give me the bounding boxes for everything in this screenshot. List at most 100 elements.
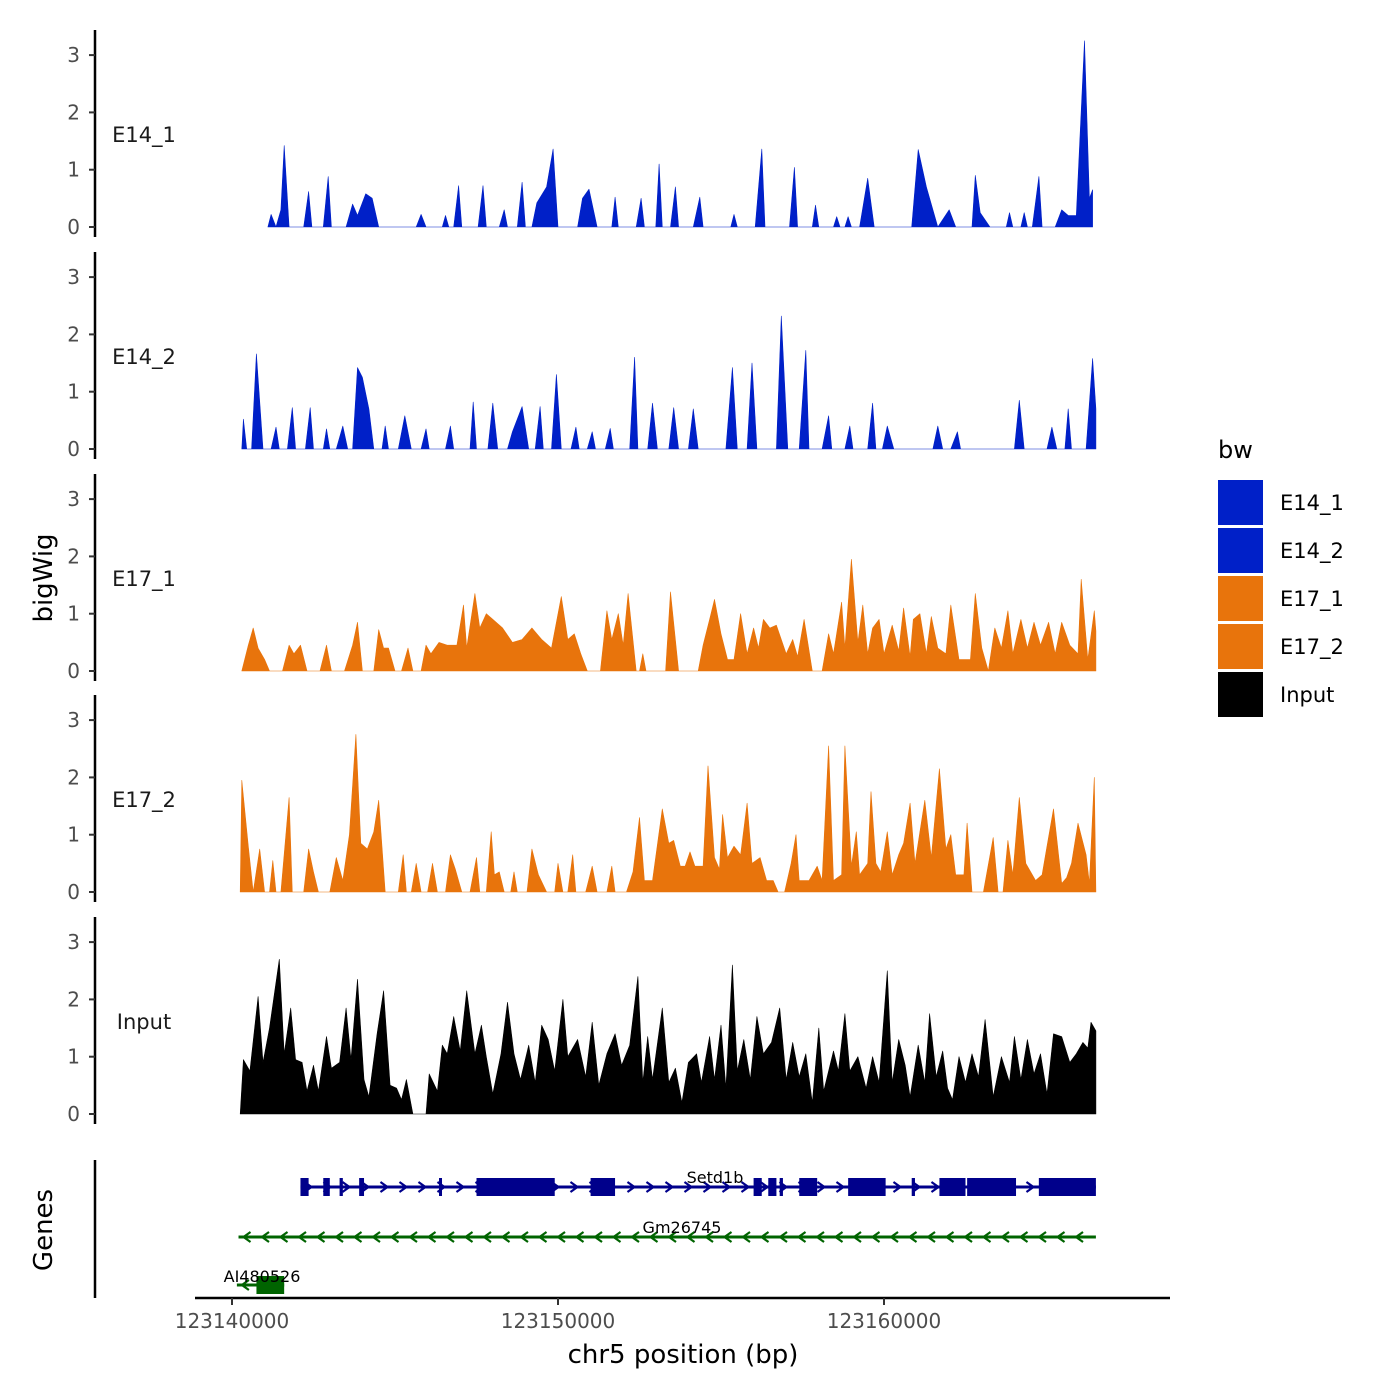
- strand-arrow: [371, 1231, 381, 1243]
- strand-arrow: [278, 1231, 289, 1243]
- signal-area-input: [239, 959, 1097, 1115]
- strand-arrow: [667, 1231, 677, 1243]
- strand-arrow: [1074, 1231, 1084, 1243]
- strand-arrow: [297, 1231, 307, 1243]
- strand-arrow: [389, 1231, 400, 1243]
- strand-arrow: [648, 1231, 659, 1243]
- strand-arrow: [981, 1231, 992, 1243]
- strand-arrow: [455, 1181, 466, 1193]
- strand-arrow: [889, 1231, 899, 1243]
- track-label-e14-2: E14_2: [112, 345, 176, 370]
- y-tick-label: 3: [67, 708, 80, 732]
- legend-label-e17-2: E17_2: [1280, 635, 1344, 660]
- strand-arrow: [630, 1231, 640, 1243]
- exon-block: [848, 1178, 886, 1196]
- strand-arrow: [239, 1279, 250, 1291]
- y-tick-label: 1: [67, 1045, 80, 1069]
- signal-area-e14-2: [241, 315, 1097, 450]
- exon-block: [939, 1178, 966, 1196]
- gene-setd1b: Setd1b: [300, 1168, 1096, 1196]
- y-tick-label: 1: [67, 158, 80, 182]
- strand-arrow: [722, 1231, 733, 1243]
- strand-arrow: [334, 1231, 344, 1243]
- legend-label-input: Input: [1280, 683, 1334, 707]
- legend-key-e17-2: [1218, 624, 1263, 669]
- genes-panel: Setd1b Gm26745 AI480526: [93, 1160, 1096, 1298]
- exon-block: [439, 1178, 443, 1196]
- signal-area-e17-1: [241, 559, 1097, 672]
- y-tick-label: 3: [67, 930, 80, 954]
- y-tick-label: 2: [67, 544, 80, 568]
- strand-arrow: [593, 1231, 603, 1243]
- panel-e17-1: 0 1 2 3 E17_1: [67, 474, 1097, 683]
- signal-panels: 0 1 2 3 E14_1 0 1 2 3 E14_2 0 1 2 3 E17_1 0 1 2 3 E17_2 0 1 2 3…: [67, 30, 1097, 1126]
- x-tick-label: 123160000: [827, 1309, 942, 1333]
- gene-label-gm26745: Gm26745: [643, 1218, 722, 1237]
- strand-arrow: [1055, 1231, 1066, 1243]
- strand-arrow: [778, 1231, 788, 1243]
- strand-arrow: [816, 1181, 827, 1193]
- strand-arrow: [341, 1181, 352, 1193]
- exon-block: [753, 1178, 762, 1196]
- exon-block: [590, 1178, 616, 1196]
- legend-key-e17-1: [1218, 576, 1263, 621]
- strand-arrow: [574, 1231, 585, 1243]
- legend-title: bw: [1218, 436, 1253, 464]
- y-tick-label: 2: [67, 322, 80, 346]
- y-tick-label: 1: [67, 602, 80, 626]
- strand-arrow: [702, 1181, 713, 1193]
- strand-arrow: [241, 1231, 252, 1243]
- strand-arrow: [1037, 1231, 1047, 1243]
- strand-arrow: [740, 1181, 751, 1193]
- strand-arrow: [556, 1231, 566, 1243]
- strand-arrow: [417, 1181, 428, 1193]
- strand-arrow: [963, 1231, 973, 1243]
- legend-key-input: [1218, 672, 1263, 717]
- exon-block: [1038, 1178, 1096, 1196]
- strand-arrow: [796, 1231, 807, 1243]
- strand-arrow: [833, 1231, 844, 1243]
- gene-ai480526: AI480526: [224, 1267, 300, 1294]
- strand-arrow: [741, 1231, 751, 1243]
- strand-arrow: [463, 1231, 474, 1243]
- strand-arrow: [759, 1181, 770, 1193]
- x-tick-label: 123150000: [501, 1309, 616, 1333]
- y-axis-title-bigwig: bigWig: [29, 533, 59, 622]
- strand-arrow: [537, 1231, 548, 1243]
- strand-arrow: [445, 1231, 455, 1243]
- strand-arrow: [944, 1231, 955, 1243]
- panel-e14-2: 0 1 2 3 E14_2: [67, 252, 1097, 461]
- strand-arrow: [1018, 1231, 1029, 1243]
- y-tick-label: 0: [67, 880, 80, 904]
- y-tick-label: 3: [67, 487, 80, 511]
- strand-arrow: [500, 1231, 511, 1243]
- panel-e14-1: 0 1 2 3 E14_1: [67, 30, 1093, 239]
- strand-arrow: [870, 1231, 881, 1243]
- y-tick-label: 1: [67, 380, 80, 404]
- legend-label-e17-1: E17_1: [1280, 587, 1344, 612]
- strand-arrow: [815, 1231, 825, 1243]
- legend-key-e14-1: [1218, 480, 1263, 525]
- exon-block: [967, 1178, 1017, 1196]
- exon-block: [799, 1178, 818, 1196]
- panel-e17-2: 0 1 2 3 E17_2: [67, 695, 1097, 904]
- strand-arrow: [352, 1231, 363, 1243]
- strand-arrow: [930, 1181, 941, 1193]
- x-axis-title: chr5 position (bp): [568, 1340, 799, 1370]
- legend: bw E14_1 E14_2 E17_1 E17_2 Input: [1218, 436, 1344, 717]
- strand-arrow: [426, 1231, 437, 1243]
- y-axis-title-genes: Genes: [29, 1189, 59, 1271]
- track-label-e14-1: E14_1: [112, 123, 176, 148]
- strand-arrow: [926, 1231, 936, 1243]
- exon-block: [359, 1178, 365, 1196]
- x-tick-label: 123140000: [175, 1309, 290, 1333]
- strand-arrow: [721, 1181, 732, 1193]
- y-tick-label: 2: [67, 765, 80, 789]
- strand-arrow: [664, 1181, 675, 1193]
- strand-arrow: [260, 1231, 270, 1243]
- y-tick-label: 2: [67, 100, 80, 124]
- strand-arrow: [611, 1231, 622, 1243]
- exon-block: [300, 1178, 309, 1196]
- y-tick-label: 3: [67, 43, 80, 67]
